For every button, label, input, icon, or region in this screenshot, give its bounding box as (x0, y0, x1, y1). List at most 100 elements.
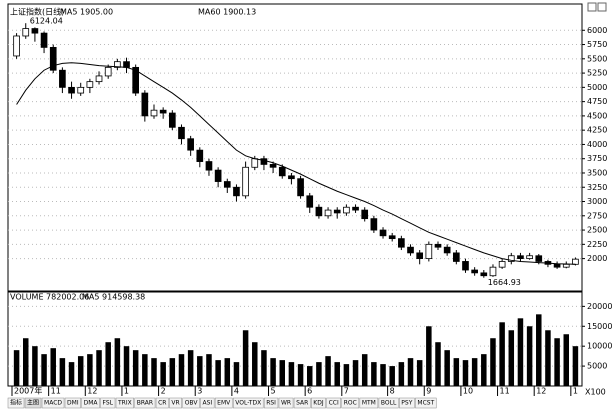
tab[interactable]: TRIX (115, 397, 134, 409)
volume-bar (32, 346, 38, 386)
candle-body (434, 243, 442, 248)
x-tick-label: 7 (344, 387, 349, 396)
tab-label[interactable]: OBV (185, 400, 199, 407)
tab-button[interactable] (64, 397, 81, 409)
volume-bar (297, 364, 304, 386)
tab-button[interactable] (399, 397, 415, 409)
tab[interactable]: 指标 (7, 397, 25, 409)
tab-label[interactable]: VR (171, 400, 179, 407)
tab-button[interactable] (7, 397, 25, 409)
tab-button[interactable] (311, 397, 326, 409)
tab[interactable]: WR (278, 397, 294, 409)
tab-button[interactable] (263, 397, 279, 409)
tab[interactable]: DMI (64, 397, 81, 409)
tab[interactable]: DMA (81, 397, 100, 409)
tab[interactable]: ASI (200, 397, 215, 409)
tab-button[interactable] (278, 397, 294, 409)
tab[interactable]: RSI (263, 397, 279, 409)
panel-button[interactable] (587, 2, 597, 12)
tab[interactable]: CCI (326, 397, 341, 409)
tab-button[interactable] (182, 397, 200, 409)
volume-bar (178, 354, 185, 386)
tab-button[interactable] (341, 397, 360, 409)
y-tick-label: 2500 (587, 226, 607, 235)
tab-label[interactable]: 指标 (10, 399, 22, 407)
tab-button[interactable] (200, 397, 215, 409)
tab-label[interactable]: MTM (362, 400, 376, 407)
tab[interactable]: CR (155, 397, 169, 409)
tab-button[interactable] (415, 397, 437, 409)
tab-label[interactable]: BOLL (381, 400, 397, 407)
volume-bar (352, 360, 359, 386)
tab-label[interactable]: ROC (344, 400, 357, 407)
tab-button[interactable] (169, 397, 182, 409)
tab-button[interactable] (24, 397, 42, 409)
tab[interactable]: KDJ (311, 397, 326, 409)
y-tick-label: 5500 (587, 54, 607, 63)
volume-bar (334, 362, 340, 386)
tab-button[interactable] (115, 397, 134, 409)
tab[interactable]: BOLL (378, 397, 399, 409)
tab[interactable]: VR (169, 397, 182, 409)
x-tick-label: 6 (307, 387, 312, 396)
tab-label[interactable]: KDJ (313, 400, 324, 407)
tab-button[interactable] (378, 397, 399, 409)
panel-button[interactable] (597, 2, 607, 12)
tab-label[interactable]: WR (281, 400, 291, 407)
tab-button[interactable] (41, 397, 65, 409)
volume-bar (242, 330, 249, 386)
tab[interactable]: MCST (415, 397, 437, 409)
tab[interactable]: VOL-TDX (232, 397, 264, 409)
volume-bar (288, 362, 295, 386)
tab-button[interactable] (359, 397, 379, 409)
tab[interactable]: EMV (214, 397, 233, 409)
tab-label[interactable]: CCI (329, 400, 339, 407)
tab-label[interactable]: DMA (84, 400, 99, 407)
x-tick-label: 2007年 (14, 386, 42, 396)
tab[interactable]: FSL (100, 397, 116, 409)
tab-label[interactable]: MCST (417, 400, 434, 407)
volume-bar (545, 330, 551, 386)
tab[interactable]: ROC (341, 397, 360, 409)
tab-label[interactable]: FSL (103, 400, 114, 407)
volume-header: MA5 914598.38 (82, 293, 145, 302)
volume-bar (517, 318, 524, 386)
x-tick-label: 12 (536, 387, 546, 396)
tab-button[interactable] (81, 397, 100, 409)
tab-label[interactable]: RSI (266, 400, 276, 407)
tab-label[interactable]: BRAR (137, 400, 153, 407)
tab-label[interactable]: DMI (67, 400, 79, 407)
tab-button[interactable] (293, 397, 311, 409)
tab[interactable]: SAR (293, 397, 311, 409)
candle-body (178, 126, 185, 140)
tab-label[interactable]: PSY (401, 400, 412, 407)
tab[interactable]: MTM (359, 397, 379, 409)
tab-label[interactable]: 主图 (27, 399, 39, 407)
tab-label[interactable]: VOL-TDX (235, 400, 261, 407)
candle-body (233, 186, 240, 197)
ma-label: MA60 1900.13 (198, 8, 256, 17)
tab-label[interactable]: TRIX (117, 400, 132, 407)
tab[interactable]: MACD (41, 397, 65, 409)
volume-bar (499, 322, 505, 386)
tab-button[interactable] (134, 397, 156, 409)
tab-button[interactable] (214, 397, 233, 409)
tab-label[interactable]: SAR (296, 400, 308, 407)
volume-bar (526, 326, 533, 386)
tab[interactable]: OBV (182, 397, 200, 409)
tab-label[interactable]: EMV (217, 400, 231, 407)
tab[interactable]: PSY (399, 397, 415, 409)
tab-label[interactable]: ASI (202, 400, 212, 407)
volume-bar (508, 330, 515, 386)
tab-label[interactable]: CR (158, 400, 166, 407)
tab-button[interactable] (155, 397, 169, 409)
tab-button[interactable] (232, 397, 264, 409)
volume-bar (361, 354, 368, 386)
tab[interactable]: BRAR (134, 397, 156, 409)
x-tick-label: 2 (161, 387, 166, 396)
volume-bar (142, 354, 148, 386)
tab-button[interactable] (326, 397, 341, 409)
tab-label[interactable]: MACD (44, 400, 62, 407)
tab[interactable]: 主图 (24, 397, 42, 409)
tab-button[interactable] (100, 397, 116, 409)
